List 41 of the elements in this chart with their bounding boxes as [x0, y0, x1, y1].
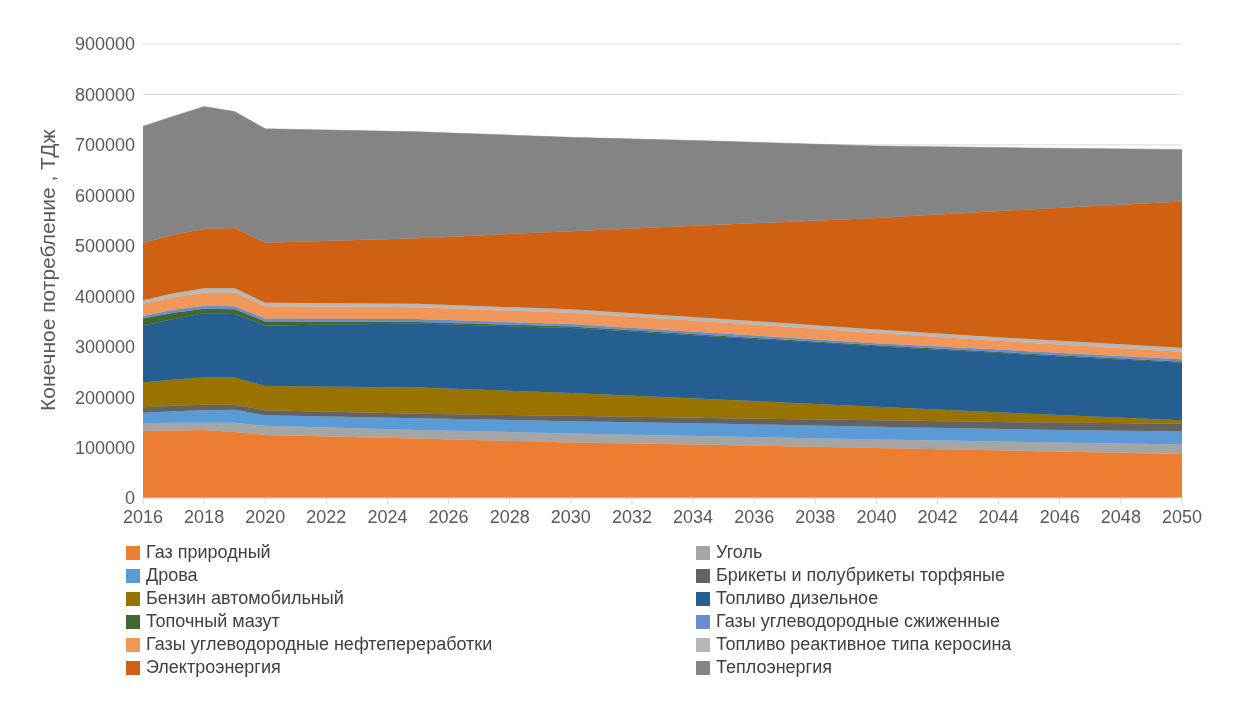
- y-tick-label: 900000: [74, 34, 135, 55]
- x-tick-label: 2024: [367, 506, 408, 527]
- x-tick-label: 2020: [245, 506, 286, 527]
- y-tick-label: 100000: [74, 437, 135, 458]
- legend-label: Бензин автомобильный: [146, 588, 344, 609]
- x-tick-label: 2032: [611, 506, 652, 527]
- x-tick-label: 2036: [734, 506, 775, 527]
- y-tick-label: 400000: [74, 286, 135, 307]
- x-tick-label: 2018: [184, 506, 225, 527]
- x-tick-label: 2028: [489, 506, 530, 527]
- legend-label: Дрова: [146, 565, 198, 586]
- legend-label: Топливо реактивное типа керосина: [716, 634, 1012, 655]
- legend-label: Топочный мазут: [146, 611, 280, 632]
- legend-label: Газ природный: [146, 542, 271, 563]
- y-tick-label: 300000: [74, 337, 135, 358]
- y-tick-label: 800000: [74, 84, 135, 105]
- x-tick-label: 2030: [550, 506, 591, 527]
- x-tick-label: 2040: [856, 506, 897, 527]
- legend-label: Газы углеводородные сжиженные: [716, 611, 1001, 632]
- legend-label: Брикеты и полубрикеты торфяные: [716, 565, 1006, 586]
- x-tick-label: 2016: [122, 506, 164, 527]
- x-tick-label: 2048: [1100, 506, 1141, 527]
- legend-label: Газы углеводородные нефтепереработки: [146, 634, 493, 655]
- x-tick-label: 2042: [917, 506, 958, 527]
- y-tick-label: 600000: [74, 185, 135, 206]
- x-tick-label: 2046: [1039, 506, 1080, 527]
- x-tick-label: 2050: [1161, 506, 1203, 527]
- legend-label: Электроэнергия: [146, 657, 281, 678]
- y-axis-title: Конечное потребление , ТДж: [36, 129, 60, 411]
- x-tick-label: 2038: [795, 506, 836, 527]
- x-tick-label: 2022: [306, 506, 347, 527]
- x-tick-label: 2026: [428, 506, 469, 527]
- legend-label: Топливо дизельное: [716, 588, 879, 609]
- legend-label: Теплоэнергия: [716, 657, 832, 678]
- legend-label: Уголь: [716, 542, 763, 563]
- y-tick-label: 200000: [74, 387, 135, 408]
- y-tick-label: 500000: [74, 236, 135, 257]
- x-tick-label: 2034: [673, 506, 714, 527]
- y-tick-label: 700000: [74, 135, 135, 156]
- x-tick-label: 2044: [978, 506, 1019, 527]
- y-tick-label: 0: [124, 488, 135, 509]
